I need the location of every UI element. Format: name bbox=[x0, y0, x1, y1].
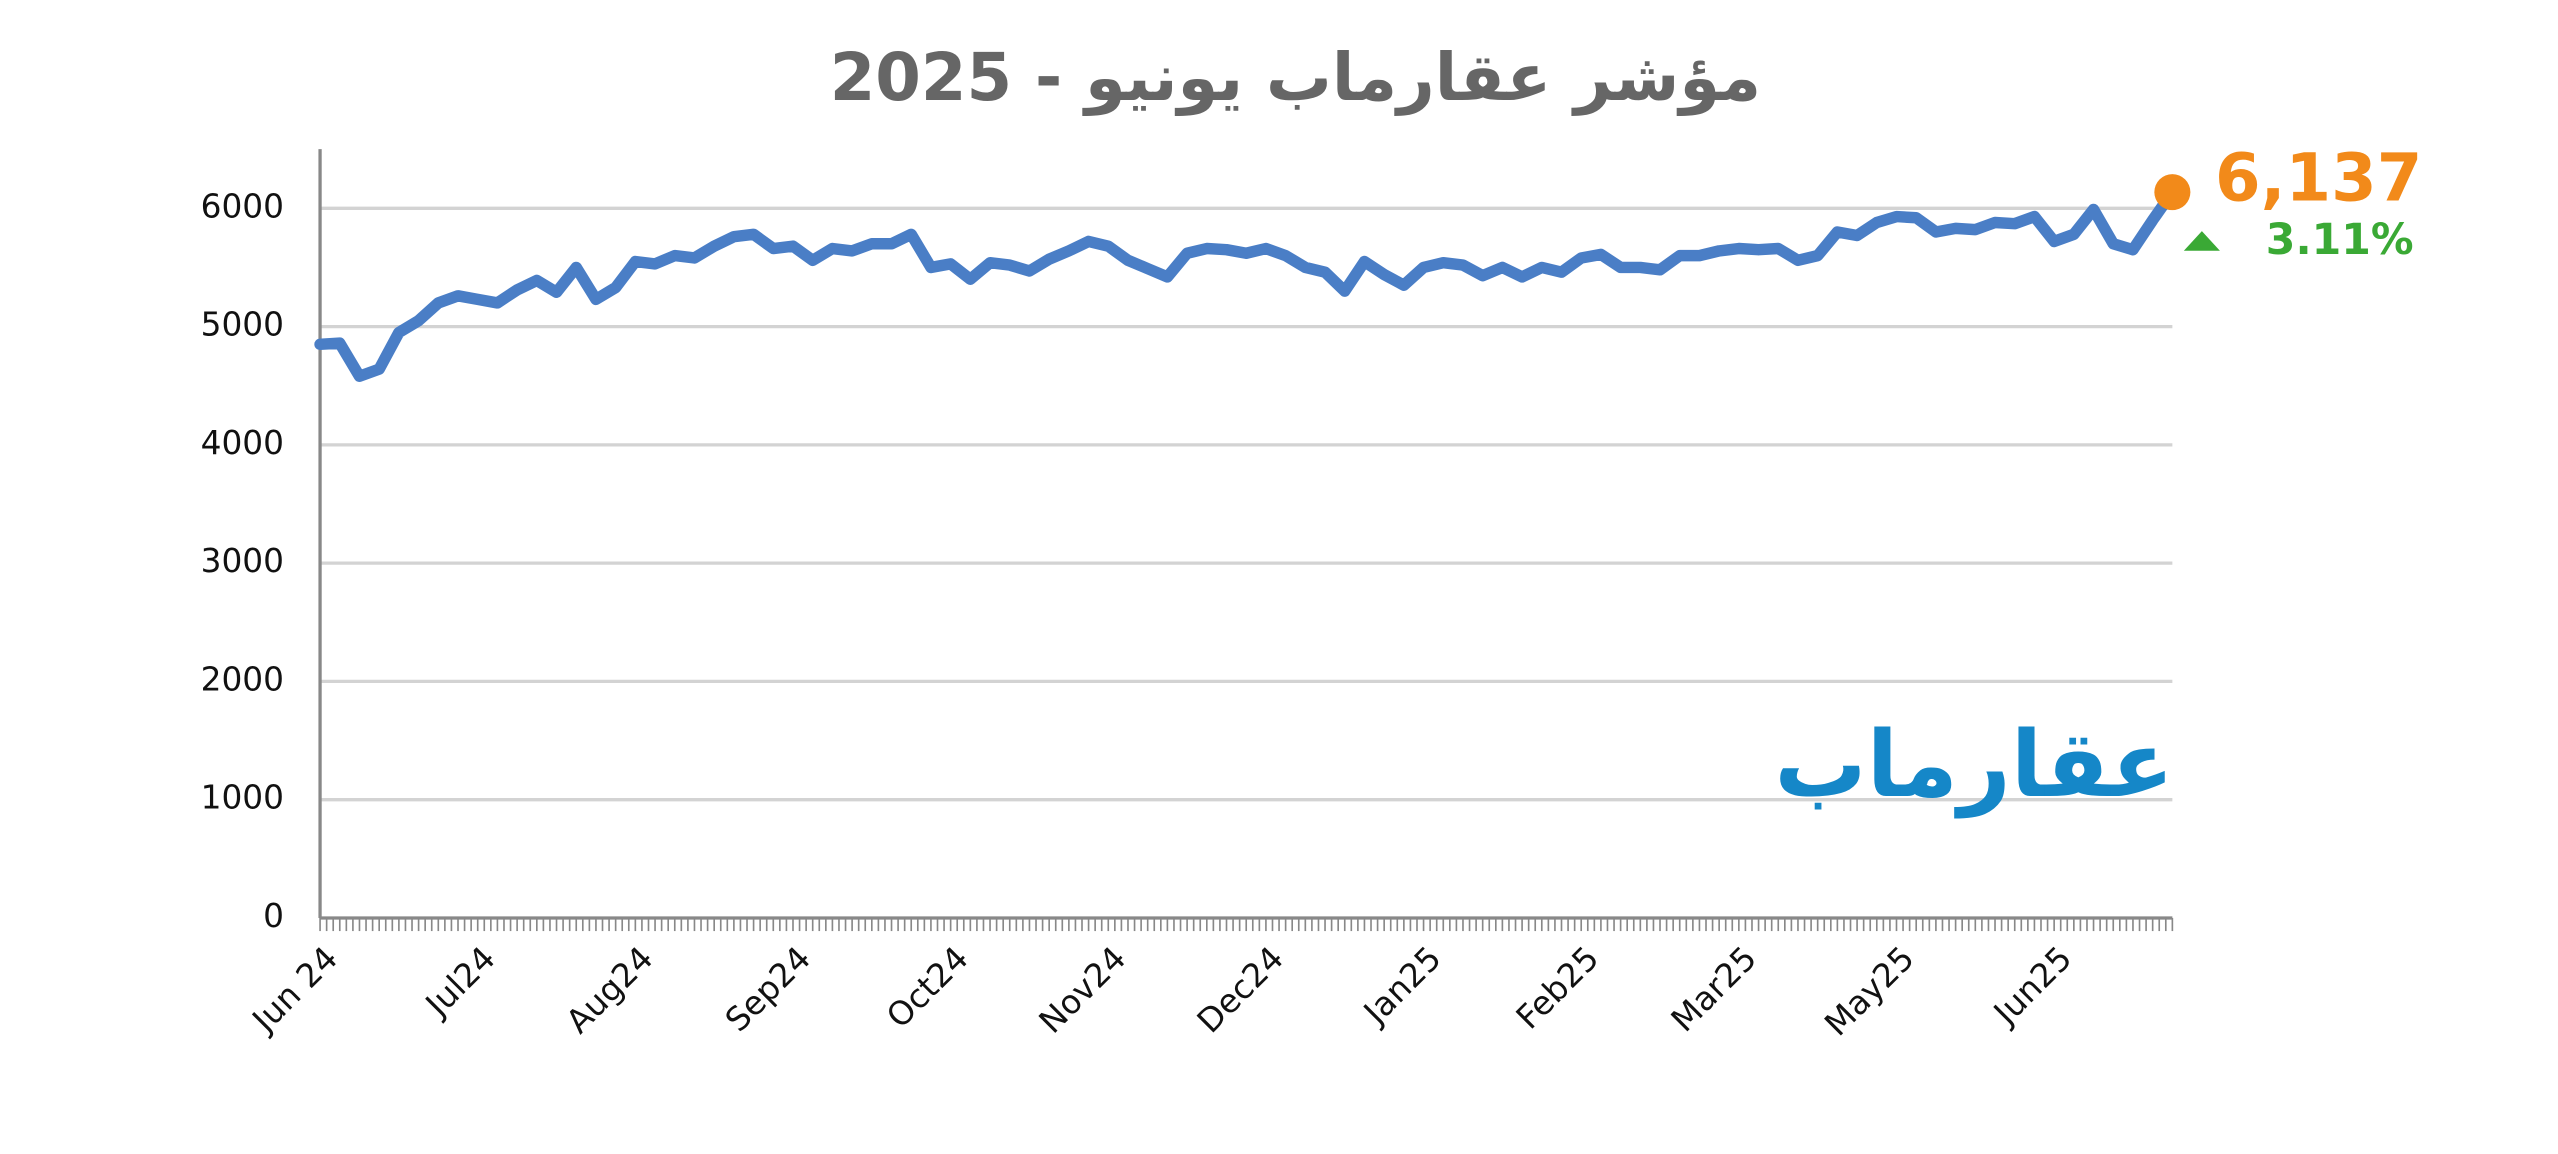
x-tick-label: Nov24 bbox=[1032, 939, 1134, 1041]
change-arrow bbox=[2183, 231, 2220, 251]
x-tick-label: Feb25 bbox=[1509, 939, 1606, 1036]
x-tick-label: May25 bbox=[1817, 939, 1921, 1043]
x-tick-label: Dec24 bbox=[1190, 939, 1291, 1040]
x-tick-label: Jan25 bbox=[1355, 939, 1448, 1032]
y-tick-label: 4000 bbox=[201, 424, 284, 462]
x-tick-label: Aug24 bbox=[559, 939, 661, 1041]
x-tick-label: Jun 24 bbox=[244, 939, 345, 1040]
x-tick-label: Mar25 bbox=[1664, 939, 1764, 1039]
chart-title: مؤشر عقارماب يونيو - 2025 bbox=[830, 40, 1761, 116]
value-label: 6,137 bbox=[2215, 140, 2422, 216]
data-line bbox=[314, 186, 2179, 382]
x-tick-label: Jul24 bbox=[417, 939, 503, 1025]
y-tick-label: 3000 bbox=[201, 542, 284, 580]
y-tick-label: 2000 bbox=[201, 660, 284, 698]
end-point bbox=[2154, 174, 2191, 211]
x-tick-label: Jun25 bbox=[1985, 939, 2079, 1033]
y-tick-label: 1000 bbox=[201, 779, 284, 817]
y-tick-label: 6000 bbox=[201, 187, 284, 225]
x-tick-label: Sep24 bbox=[718, 939, 818, 1039]
x-tick-label: Oct24 bbox=[879, 939, 975, 1035]
y-tick-label: 0 bbox=[263, 897, 284, 935]
change-label: 3.11% bbox=[2266, 215, 2414, 265]
y-tick-label: 5000 bbox=[201, 306, 284, 344]
logo: عقارماب bbox=[1774, 711, 2174, 818]
